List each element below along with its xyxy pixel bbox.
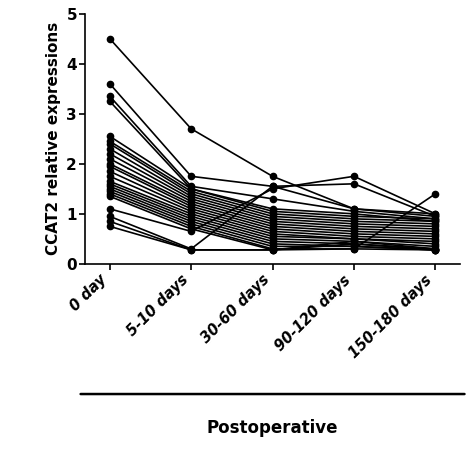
Text: Postoperative: Postoperative <box>207 419 338 437</box>
Y-axis label: CCAT2 relative expressions: CCAT2 relative expressions <box>46 22 61 255</box>
